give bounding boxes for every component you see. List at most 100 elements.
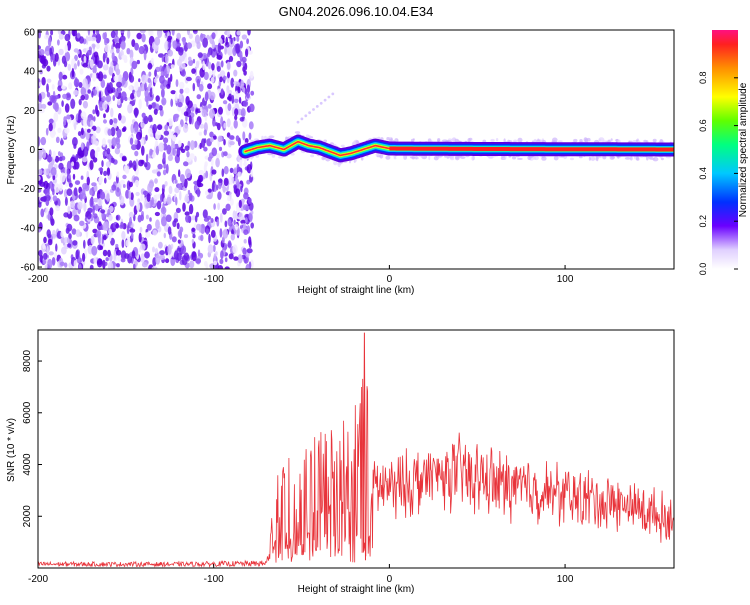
noise-speckle <box>107 128 112 136</box>
noise-speckle <box>47 101 53 106</box>
signal-halo-speckle <box>541 156 547 161</box>
y-tick-label: 6000 <box>22 401 33 424</box>
snr-series-line <box>38 332 674 568</box>
noise-speckle <box>184 211 190 216</box>
signal-halo-speckle <box>428 155 431 161</box>
noise-speckle <box>196 178 202 188</box>
snr-x-ticks: -200 -100 0 100 <box>28 564 574 585</box>
noise-speckle <box>190 140 195 151</box>
noise-speckle <box>134 150 139 157</box>
x-tick-label: -100 <box>204 574 224 585</box>
noise-speckle <box>38 93 42 103</box>
noise-speckle <box>120 258 126 263</box>
noise-speckle <box>38 150 43 160</box>
noise-speckle <box>174 179 178 184</box>
noise-speckle <box>73 63 77 70</box>
noise-speckle <box>204 161 208 168</box>
noise-speckle <box>216 219 220 227</box>
noise-speckle <box>167 154 173 162</box>
noise-speckle <box>228 93 233 102</box>
noise-speckle <box>218 106 223 115</box>
noise-speckle <box>92 228 98 234</box>
noise-speckle <box>151 197 154 206</box>
noise-speckle <box>66 114 71 120</box>
noise-speckle <box>46 168 50 174</box>
noise-speckle <box>158 105 163 111</box>
noise-speckle <box>89 264 94 269</box>
noise-speckle <box>213 260 218 266</box>
noise-speckle <box>138 78 141 83</box>
noise-speckle <box>155 130 161 140</box>
noise-speckle <box>87 89 91 94</box>
noise-speckle <box>87 128 91 133</box>
noise-speckle <box>164 124 169 131</box>
noise-speckle <box>230 126 234 131</box>
noise-speckle <box>80 127 84 136</box>
noise-speckle <box>134 139 138 146</box>
noise-speckle <box>136 59 140 65</box>
signal-halo-speckle <box>660 157 664 161</box>
noise-speckle <box>39 81 42 87</box>
noise-speckle <box>98 175 103 184</box>
noise-speckle <box>240 219 246 224</box>
noise-speckle <box>196 187 201 198</box>
noise-speckle <box>44 189 50 198</box>
noise-speckle <box>38 169 43 175</box>
noise-speckle <box>244 62 248 71</box>
noise-speckle <box>99 191 106 200</box>
signal-halo-speckle <box>512 156 516 160</box>
noise-speckle <box>61 100 64 107</box>
noise-speckle <box>82 100 88 109</box>
noise-speckle <box>80 86 87 96</box>
noise-speckle <box>100 79 106 88</box>
spectrogram-x-ticks: -200 -100 0 100 <box>28 265 574 285</box>
noise-speckle <box>148 104 153 110</box>
noise-speckle <box>112 95 116 101</box>
noise-speckle <box>199 123 205 129</box>
noise-speckle <box>149 217 152 222</box>
noise-speckle <box>246 84 251 94</box>
noise-speckle <box>91 90 94 98</box>
noise-speckle <box>162 202 165 213</box>
colorbar-gradient <box>712 30 738 269</box>
noise-speckle <box>185 114 188 122</box>
noise-speckle <box>80 175 84 180</box>
noise-speckle <box>239 40 244 49</box>
noise-speckle <box>211 63 215 71</box>
signal-halo-speckle <box>590 156 596 162</box>
noise-speckle <box>227 103 232 112</box>
noise-speckle <box>47 258 53 269</box>
noise-speckle <box>228 253 234 260</box>
noise-speckle <box>230 77 235 88</box>
noise-speckle <box>191 239 195 244</box>
noise-speckle <box>70 98 76 110</box>
noise-speckle <box>120 40 126 50</box>
noise-speckle <box>116 81 122 88</box>
noise-speckle <box>246 179 251 185</box>
noise-speckle <box>166 196 172 205</box>
noise-speckle <box>151 266 158 269</box>
noise-speckle <box>92 30 96 34</box>
noise-speckle <box>63 60 68 68</box>
signal-halo-speckle <box>268 135 275 139</box>
noise-speckle <box>105 161 111 168</box>
noise-speckle <box>55 136 60 143</box>
noise-speckle <box>228 135 235 140</box>
noise-speckle <box>114 147 121 155</box>
signal-halo-speckle <box>393 157 397 160</box>
noise-speckle <box>222 208 227 215</box>
noise-speckle <box>172 134 177 142</box>
snr-y-label: SNR (10 * v/v) <box>6 418 17 482</box>
noise-speckle <box>180 245 187 254</box>
noise-speckle <box>148 114 153 123</box>
noise-speckle <box>101 137 107 148</box>
noise-speckle <box>228 55 234 63</box>
noise-speckle <box>216 184 219 191</box>
noise-speckle <box>73 187 78 197</box>
noise-speckle <box>188 115 192 125</box>
noise-speckle <box>226 30 231 38</box>
noise-speckle <box>97 71 104 82</box>
noise-speckle <box>98 167 104 172</box>
noise-speckle <box>38 188 42 193</box>
noise-speckle <box>191 68 197 74</box>
